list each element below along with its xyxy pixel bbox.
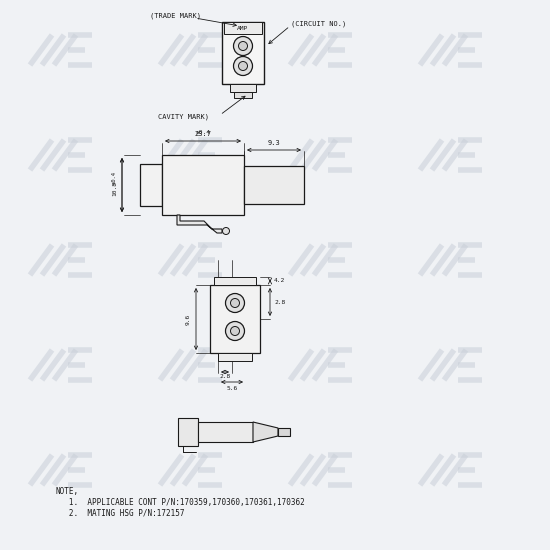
Polygon shape (177, 215, 222, 233)
Text: NOTE,: NOTE, (55, 487, 78, 496)
Bar (222, 22, 264, 84)
Bar (278, 428, 290, 436)
Circle shape (226, 322, 245, 340)
Text: 23.7: 23.7 (195, 131, 212, 137)
Bar (210, 285, 260, 353)
Text: (TRADE MARK): (TRADE MARK) (150, 13, 201, 19)
Circle shape (234, 57, 252, 75)
Text: 1.  APPLICABLE CONT P/N:170359,170360,170361,170362: 1. APPLICABLE CONT P/N:170359,170360,170… (55, 498, 305, 507)
Circle shape (230, 299, 239, 307)
Text: 4.2: 4.2 (274, 278, 285, 283)
Circle shape (239, 41, 248, 51)
Text: (CIRCUIT NO.): (CIRCUIT NO.) (291, 21, 346, 28)
Text: 9.3: 9.3 (268, 140, 280, 146)
Circle shape (239, 62, 248, 70)
Bar (162, 155, 244, 215)
Text: 5.6: 5.6 (227, 386, 238, 390)
Text: 2.8: 2.8 (219, 375, 230, 379)
Text: ±0.4: ±0.4 (112, 172, 117, 184)
Bar (244, 166, 304, 204)
Bar (178, 418, 198, 446)
Bar (140, 164, 162, 206)
Bar (224, 22, 262, 34)
Circle shape (234, 36, 252, 56)
Text: 2.8: 2.8 (274, 300, 285, 305)
Text: 2.  MATING HSG P/N:172157: 2. MATING HSG P/N:172157 (55, 509, 184, 518)
Bar (234, 92, 252, 98)
Polygon shape (253, 422, 278, 442)
Bar (214, 277, 256, 285)
Text: ±0.4: ±0.4 (195, 129, 211, 135)
Text: 9.6: 9.6 (186, 314, 191, 324)
Text: 10.8: 10.8 (112, 182, 117, 196)
Bar (230, 84, 256, 92)
Text: CAVITY MARK): CAVITY MARK) (158, 114, 209, 120)
Bar (218, 353, 252, 361)
Circle shape (230, 327, 239, 336)
Circle shape (223, 228, 229, 234)
Bar (198, 422, 253, 442)
Circle shape (226, 294, 245, 312)
Text: AMP: AMP (238, 25, 249, 30)
